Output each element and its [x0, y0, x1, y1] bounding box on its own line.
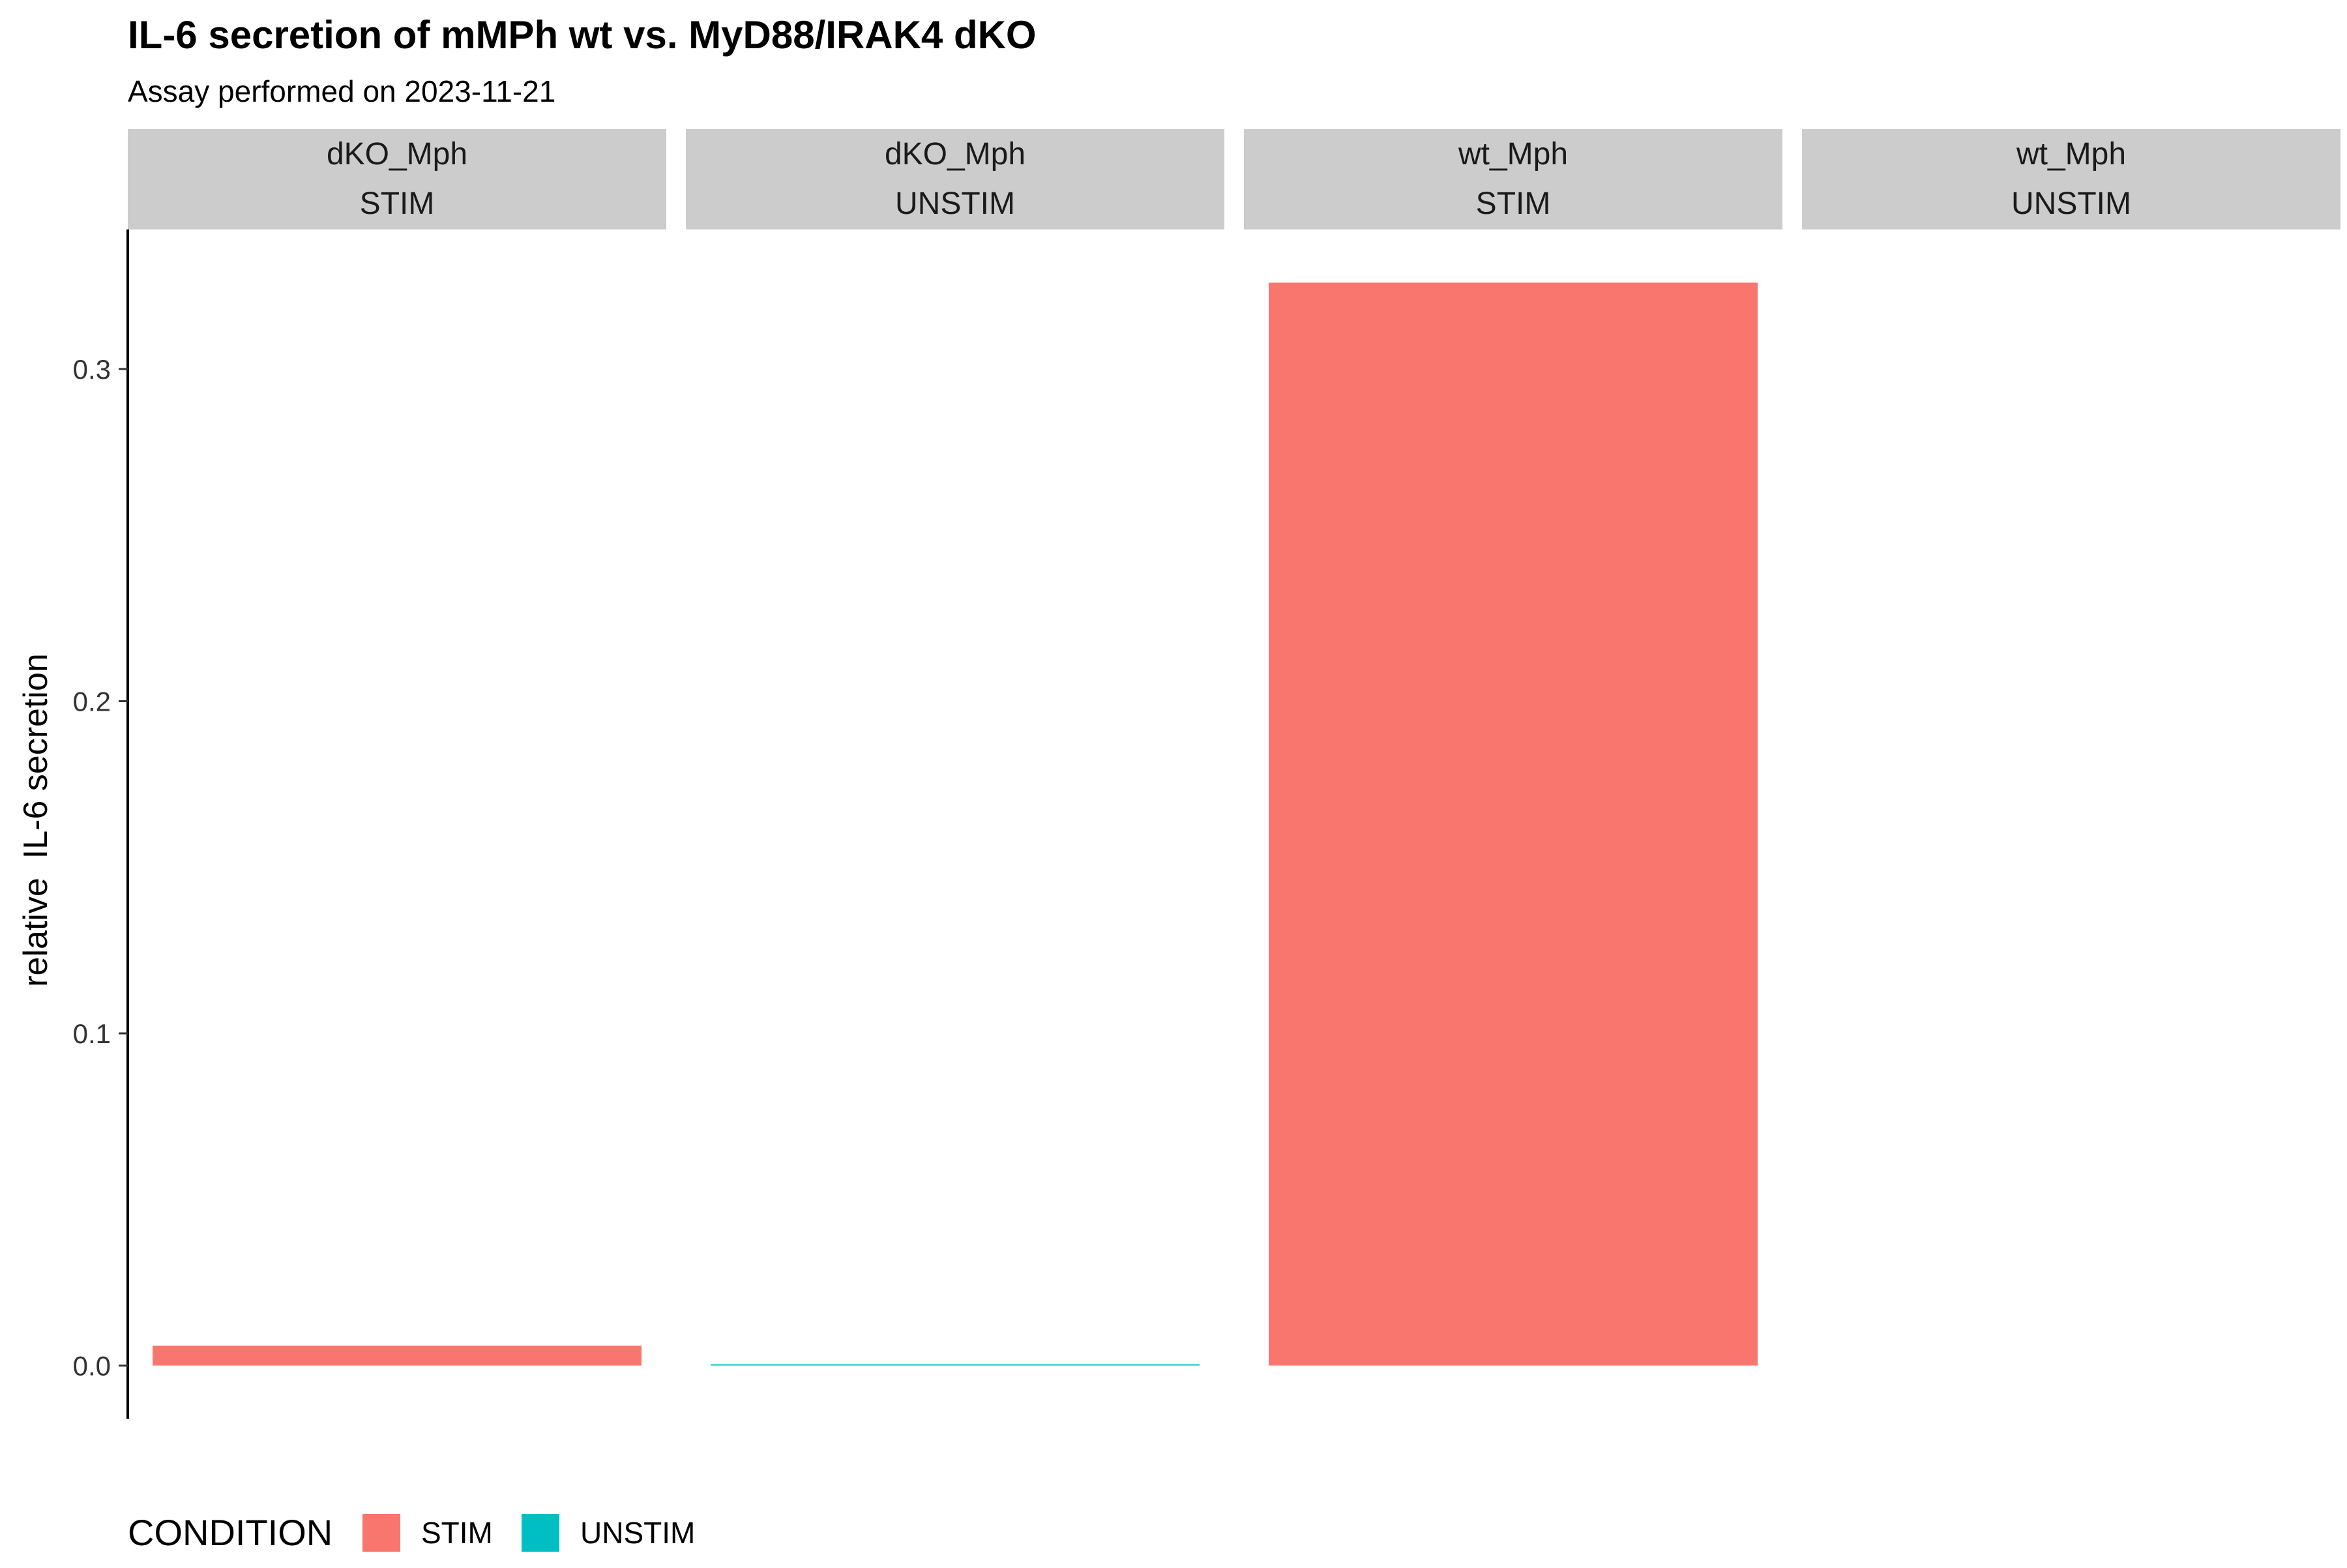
bar-dKO_Mph-UNSTIM [711, 1364, 1200, 1366]
facet-panel-1: dKO_Mph STIM [128, 129, 666, 1366]
facet-strip-label-group: wt_Mph [2016, 137, 2126, 171]
bar-dKO_Mph-STIM [153, 1345, 642, 1366]
y-axis-title: relative IL-6 secretion [17, 653, 55, 987]
y-tick-label: 0.3 [73, 354, 111, 385]
y-axis: 0.0 0.1 0.2 0.3 [73, 229, 129, 1419]
facet-strip [128, 129, 666, 229]
facet-strip-label-group: dKO_Mph [327, 137, 467, 171]
facet-strip-label-condition: UNSTIM [895, 186, 1015, 221]
bar-wt_Mph-STIM [1269, 282, 1758, 1366]
y-tick-label: 0.2 [73, 686, 111, 717]
facet-strip [1244, 129, 1782, 229]
y-tick-label: 0.0 [73, 1350, 111, 1381]
facet-strip-label-group: wt_Mph [1458, 137, 1568, 171]
chart-subtitle: Assay performed on 2023-11-21 [128, 74, 555, 108]
facet-strip-label-condition: UNSTIM [2011, 186, 2131, 221]
facet-strip-label-condition: STIM [1476, 186, 1551, 221]
facet-strip [686, 129, 1224, 229]
legend-swatch-unstim [522, 1514, 559, 1552]
chart-title: IL-6 secretion of mMPh wt vs. MyD88/IRAK… [128, 13, 1037, 57]
facet-panel-3: wt_Mph STIM [1244, 129, 1782, 1366]
facet-strip-label-group: dKO_Mph [885, 137, 1026, 171]
legend-swatch-stim [362, 1514, 400, 1552]
legend: CONDITION STIM UNSTIM [128, 1512, 695, 1553]
legend-title: CONDITION [128, 1512, 332, 1553]
facet-strip-label-condition: STIM [360, 186, 435, 221]
legend-label-unstim: UNSTIM [580, 1516, 695, 1550]
y-tick-label: 0.1 [73, 1018, 111, 1049]
facet-strip [1802, 129, 2340, 229]
facet-panels: dKO_MphSTIMdKO_MphUNSTIMwt_MphSTIMwt_Mph… [128, 129, 2340, 1366]
facet-panel-4: wt_Mph UNSTIM [1802, 129, 2340, 229]
legend-label-stim: STIM [421, 1516, 493, 1550]
facet-panel-2: dKO_Mph UNSTIM [686, 129, 1224, 1366]
